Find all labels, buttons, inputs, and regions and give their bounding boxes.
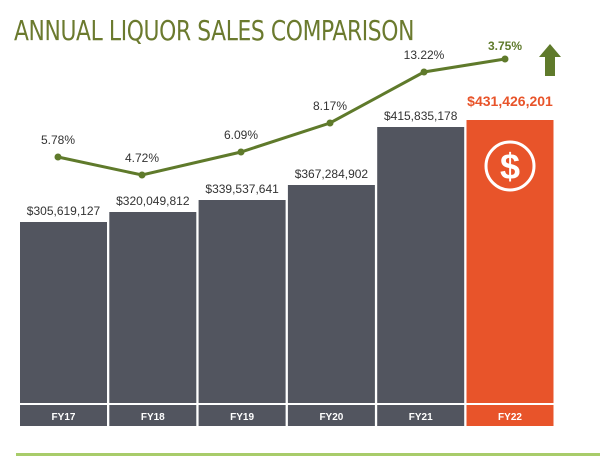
growth-point: [237, 148, 245, 156]
bar-fy18: [109, 212, 197, 403]
growth-label: 13.22%: [404, 48, 445, 62]
growth-label: 6.09%: [224, 128, 258, 142]
category-cell-fy20: [287, 405, 375, 426]
category-cell-fy22: [466, 405, 554, 426]
bar-fy19: [198, 200, 286, 403]
category-label: FY17: [52, 412, 76, 423]
category-label: FY22: [498, 412, 522, 423]
growth-label: 5.78%: [41, 133, 75, 147]
bar-value-label: $339,537,641: [205, 182, 279, 196]
bottom-rule: [16, 453, 600, 456]
dollar-circle-icon: [484, 140, 536, 192]
category-cell-fy17: [20, 405, 107, 426]
growth-point: [501, 55, 509, 63]
category-cell-fy18: [109, 405, 197, 426]
growth-label: 4.72%: [125, 151, 159, 165]
bar-fy20: [287, 185, 375, 403]
category-label: FY18: [141, 412, 165, 423]
bar-fy17: [20, 222, 107, 403]
bar-value-label: $415,835,178: [384, 109, 458, 123]
bar-fy22: [466, 120, 554, 403]
growth-point: [326, 119, 334, 127]
growth-label: 8.17%: [313, 99, 347, 113]
category-label: FY19: [230, 412, 254, 423]
bar-value-label: $367,284,902: [295, 167, 369, 181]
up-arrow-icon: [539, 44, 561, 76]
bar-value-label: $320,049,812: [116, 194, 190, 208]
growth-point: [420, 68, 428, 76]
bar-fy21: [377, 127, 465, 403]
category-label: FY21: [409, 412, 433, 423]
category-cell-fy19: [198, 405, 286, 426]
category-label: FY20: [319, 412, 343, 423]
growth-point: [138, 171, 146, 179]
chart-title: ANNUAL LIQUOR SALES COMPARISON: [14, 14, 415, 47]
dollar-sign-icon: $: [500, 146, 520, 187]
bar-value-label: $305,619,127: [27, 204, 101, 218]
growth-label: 3.75%: [488, 39, 522, 53]
growth-line: [57, 57, 506, 177]
category-cell-fy21: [377, 405, 465, 426]
growth-point: [54, 153, 62, 161]
bar-value-label: $431,426,201: [467, 93, 553, 109]
